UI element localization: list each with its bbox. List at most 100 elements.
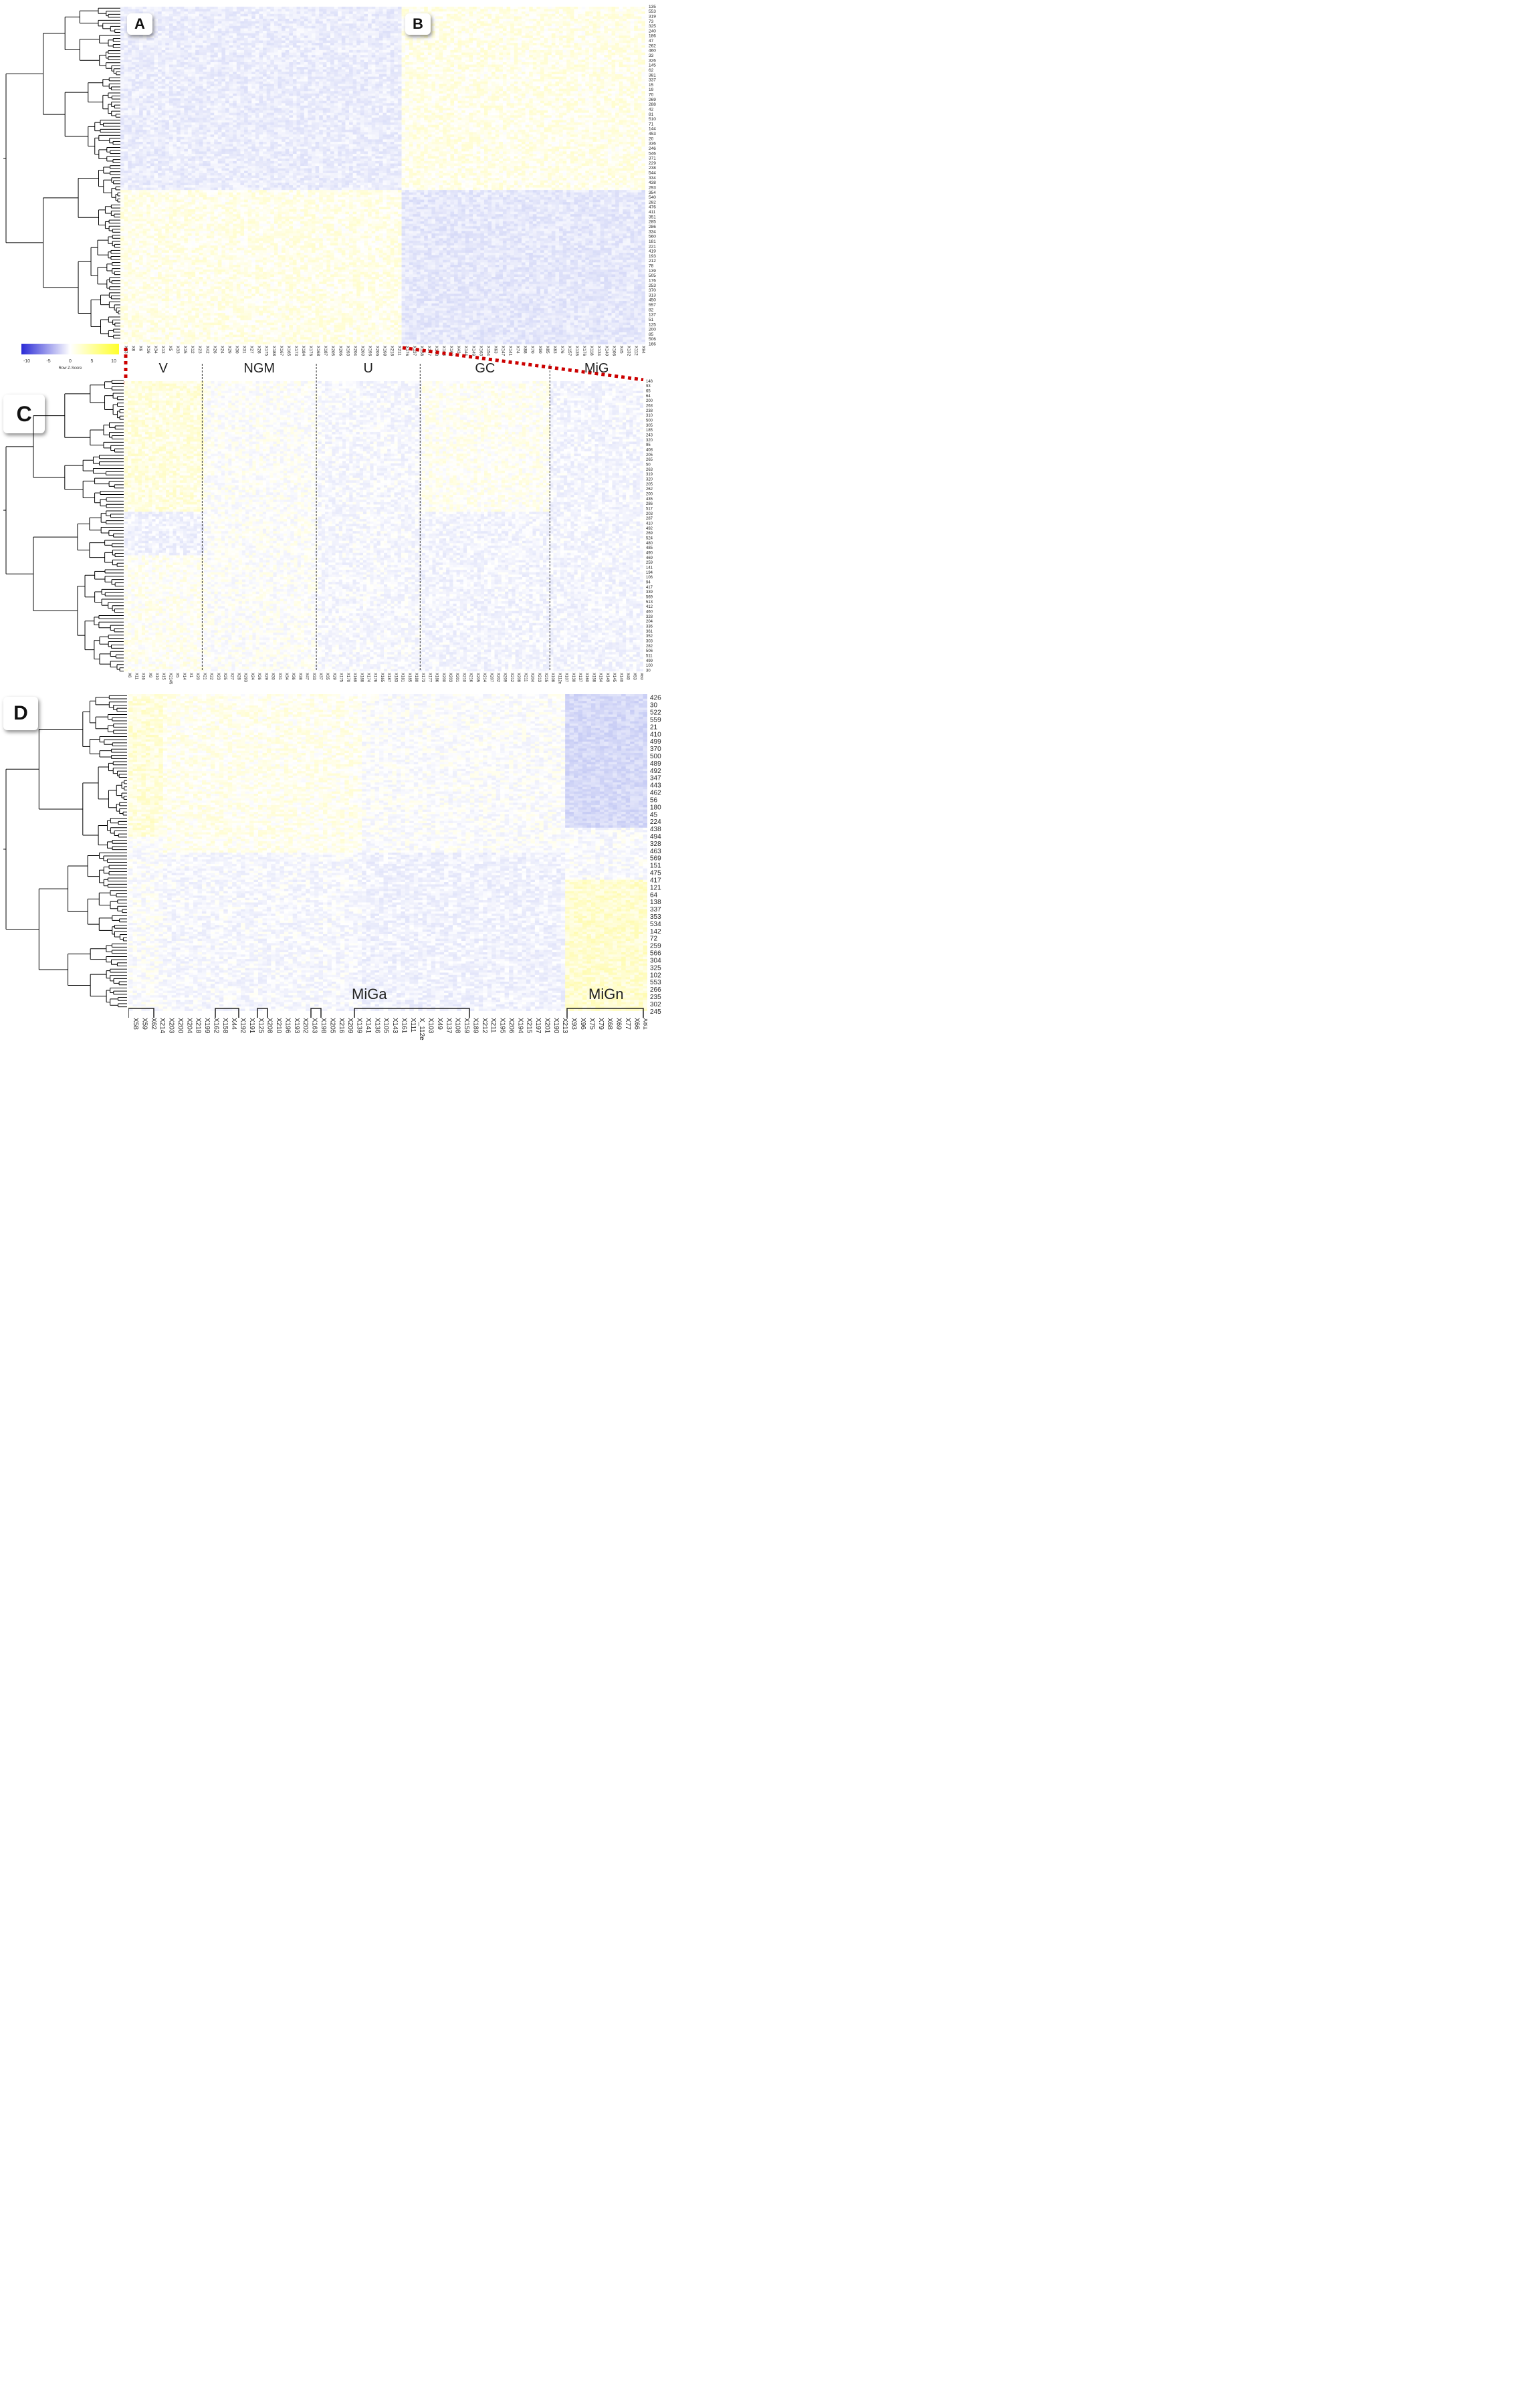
panel-ab-col-label: X165: [286, 346, 291, 356]
panel-c-row-label: 511: [646, 655, 653, 659]
panel-c-row-label: 492: [646, 527, 653, 531]
panel-ab-col-label: X45: [619, 346, 623, 354]
panel-d-row-label: 559: [650, 717, 661, 724]
panel-d-col-label: X216: [338, 1018, 345, 1034]
panel-c-row-label: 435: [646, 498, 653, 502]
panel-ab-col-label: X134: [596, 346, 601, 356]
panel-a-label: A: [127, 13, 152, 35]
panel-c-col-label: X33: [312, 673, 316, 680]
panel-c-row-label: 200: [646, 493, 653, 497]
color-key-tick: -5: [46, 359, 50, 364]
panel-ab-col-label: X173: [294, 346, 298, 356]
panel-ab-row-label: 229: [649, 161, 656, 166]
panel-ab-col-label: X175: [264, 346, 269, 356]
panel-ab-row-label: 145: [649, 64, 656, 68]
panel-c-row-label: 194: [646, 571, 653, 575]
panel-d-col-label: X209: [346, 1018, 354, 1034]
panel-ab-col-label: X204: [352, 346, 357, 356]
panel-d-col-label: X75: [588, 1018, 595, 1030]
panel-ab-row-label: 186: [649, 34, 656, 39]
panel-d-col-label: X161: [400, 1018, 407, 1034]
panel-c-col-label: X30: [271, 673, 275, 680]
panel-d-row-label: 475: [650, 870, 661, 877]
panel-ab-row-label: 506: [649, 337, 656, 342]
panel-ab-col-label: X167: [279, 346, 284, 356]
panel-c-col-label: X22: [209, 673, 213, 680]
panel-ab-col-label: X74: [516, 346, 520, 354]
panel-c-group-label: NGM: [219, 361, 300, 376]
panel-c-col-label: X11: [134, 673, 138, 680]
panel-d-cluster-bracket: [566, 1008, 644, 1018]
panel-c-col-label: X154: [598, 673, 602, 683]
panel-c-col-label: X35: [325, 673, 329, 680]
panel-d-col-label: X105: [382, 1018, 390, 1034]
panel-d-row-label: 304: [650, 958, 661, 965]
panel-c-col-label: X9: [148, 673, 152, 678]
panel-ab-col-label: X132: [627, 346, 631, 356]
panel-c-col-label: X145: [612, 673, 616, 683]
panel-d-row-label: 30: [650, 702, 658, 709]
panel-c-col-label: X47: [305, 673, 309, 680]
panel-ab-col-label: X206: [338, 346, 342, 356]
panel-ab-row-label: 419: [649, 249, 656, 254]
color-key-tick: 5: [91, 359, 94, 364]
panel-d-col-label: X208: [266, 1018, 273, 1034]
panel-c-col-label: X34: [284, 673, 288, 680]
panel-c-col-label: X170: [346, 673, 350, 683]
panel-d-col-label: X108: [454, 1018, 461, 1034]
panel-ab-row-label: 370: [649, 288, 656, 293]
panel-ab-col-label: X63: [493, 346, 498, 354]
panel-c-col-label: X107: [564, 673, 568, 683]
panel-ab-row-label: 51: [649, 318, 654, 322]
panel-c-row-label: 506: [646, 649, 653, 653]
panel-c-col-label: X10: [154, 673, 158, 680]
panel-c-col-label: X185: [407, 673, 411, 683]
panel-c-row-label: 243: [646, 434, 653, 438]
panel-ab-dendrogram-branches: [3, 7, 120, 339]
panel-c-col-label: X112e: [557, 673, 561, 685]
panel-d-col-label: X204: [185, 1018, 193, 1034]
panel-ab-col-label: X24: [219, 346, 224, 354]
panel-ab-row-label: 125: [649, 322, 656, 327]
panel-d-row-label: 259: [650, 943, 661, 950]
panel-c-row-label: 517: [646, 508, 653, 512]
panel-c-row-label: 100: [646, 664, 653, 668]
panel-ab-row-label: 42: [649, 108, 654, 112]
panel-c-group-label: GC: [445, 361, 525, 376]
panel-ab-col-label: X112: [634, 346, 639, 356]
panel-d-col-label: X81: [642, 1018, 647, 1030]
panel-c-row-label: 303: [646, 640, 653, 644]
panel-c-col-label: X180: [414, 673, 418, 683]
panel-c-col-label: X209: [503, 673, 507, 683]
panel-d-col-label: X201: [544, 1018, 551, 1034]
subgroup-mign-label: MiGn: [588, 986, 624, 1003]
panel-c-row-label: 417: [646, 586, 653, 590]
panel-d-dendrogram-branches: [3, 695, 127, 1008]
panel-ab-row-label: 450: [649, 298, 656, 303]
panel-d-row-labels: 426 30 522 559 21 410 499 370 500 489 492 347 443 462…: [649, 694, 669, 1016]
panel-ab-col-label: X163: [478, 346, 483, 356]
panel-ab-col-label: X184: [301, 346, 306, 356]
panel-ab-col-label: X31: [242, 346, 247, 354]
panel-c-row-label: 205: [646, 453, 653, 457]
panel-c-col-label: X201: [455, 673, 459, 683]
panel-d-col-label: X77: [624, 1018, 631, 1030]
panel-c-col-label: X149: [605, 673, 609, 683]
panel-ab-col-label: X43: [456, 346, 461, 354]
panel-c-col-label: X174: [366, 673, 370, 683]
panel-ab-col-label: X149: [471, 346, 475, 356]
panel-c-row-label: 141: [646, 566, 653, 570]
zoom-connector-right: [402, 346, 644, 382]
panel-d-row-label: 410: [650, 731, 661, 738]
panel-ab-col-label: X90: [538, 346, 542, 354]
panel-ab-row-label: 438: [649, 181, 656, 185]
panel-c-row-label: 328: [646, 615, 653, 619]
panel-c-col-labels: X6 X11 X16 X9 X10 X15 X2145 X5 X14 X1 X20 X21 X22 X23…: [124, 671, 643, 691]
panel-c-row-label: 319: [646, 473, 653, 477]
panel-c-row-label: 310: [646, 414, 653, 418]
panel-d-col-label: X210: [275, 1018, 282, 1034]
color-key: -10 -5 0 5 10 Row Z-Score: [20, 342, 120, 370]
panel-d-col-label: X198: [320, 1018, 327, 1034]
panel-d-col-label: X158: [221, 1018, 229, 1034]
panel-c-col-label: X137: [578, 673, 582, 683]
